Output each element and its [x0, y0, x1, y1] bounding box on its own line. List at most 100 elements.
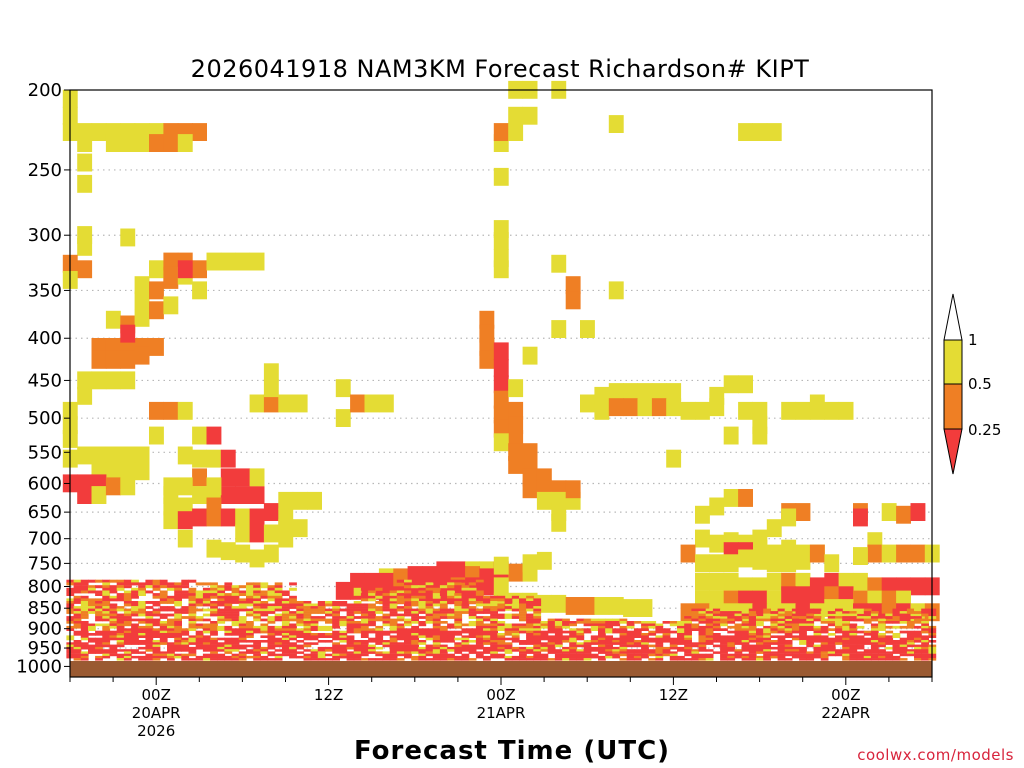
- stability-cell: [404, 590, 412, 594]
- stability-cell: [781, 539, 797, 558]
- stability-cell: [677, 642, 685, 645]
- stability-cell: [651, 398, 667, 417]
- stability-cell: [102, 640, 111, 643]
- stability-cell: [791, 621, 800, 624]
- stability-cell: [727, 608, 736, 612]
- stability-cell: [497, 637, 506, 641]
- stability-cell: [253, 628, 261, 631]
- stability-cell: [325, 613, 333, 617]
- stability-cell: [540, 655, 549, 659]
- stability-cell: [145, 649, 154, 652]
- stability-cell: [648, 651, 657, 654]
- stability-cell: [432, 621, 441, 624]
- stability-cell: [109, 618, 118, 622]
- stability-cell: [368, 618, 376, 622]
- stability-cell: [748, 625, 757, 629]
- stability-cell: [483, 651, 491, 654]
- stability-cell: [439, 625, 448, 629]
- stability-cell: [447, 608, 455, 612]
- stability-cell: [669, 630, 678, 634]
- stability-cell: [835, 618, 843, 622]
- stability-cell: [375, 587, 384, 591]
- stability-cell: [238, 623, 247, 627]
- stability-cell: [188, 637, 197, 641]
- stability-cell: [109, 608, 118, 612]
- stability-cell: [598, 623, 606, 627]
- stability-cell: [389, 598, 398, 602]
- stability-cell: [619, 649, 628, 652]
- stability-cell: [123, 601, 132, 604]
- stability-cell: [192, 468, 207, 487]
- stability-cell: [267, 651, 276, 654]
- stability-cell: [475, 593, 484, 596]
- stability-cell: [389, 635, 398, 638]
- stability-cell: [856, 616, 865, 619]
- stability-cell: [217, 644, 226, 648]
- stability-cell: [633, 642, 642, 645]
- stability-cell: [626, 640, 635, 643]
- stability-cell: [149, 301, 164, 320]
- stability-cell: [439, 601, 448, 604]
- stability-cell: [181, 590, 190, 594]
- stability-cell: [123, 608, 132, 612]
- stability-cell: [511, 608, 520, 612]
- stability-cell: [177, 511, 193, 530]
- stability-cell: [102, 635, 111, 638]
- stability-cell: [770, 616, 779, 619]
- stability-cell: [921, 644, 929, 648]
- stability-cell: [598, 621, 606, 624]
- stability-cell: [784, 630, 793, 634]
- stability-cell: [511, 635, 520, 638]
- stability-cell: [145, 601, 154, 604]
- stability-cell: [217, 621, 226, 624]
- stability-cell: [231, 653, 240, 657]
- stability-cell: [332, 601, 340, 604]
- stability-cell: [504, 637, 513, 641]
- stability-cell: [454, 642, 463, 645]
- stability-cell: [109, 651, 118, 654]
- stability-cell: [296, 618, 305, 622]
- stability-cell: [612, 640, 621, 643]
- stability-cell: [741, 621, 750, 624]
- stability-cell: [881, 503, 897, 521]
- stability-cell: [177, 401, 193, 420]
- stability-cell: [533, 621, 542, 624]
- stability-cell: [80, 644, 89, 648]
- stability-cell: [123, 621, 132, 624]
- stability-cell: [547, 628, 556, 631]
- stability-cell: [727, 642, 736, 645]
- stability-cell: [188, 606, 197, 609]
- stability-cell: [705, 613, 714, 617]
- stability-cell: [131, 613, 139, 617]
- stability-cell: [181, 630, 190, 634]
- stability-cell: [777, 630, 786, 634]
- stability-cell: [763, 649, 771, 652]
- stability-cell: [691, 628, 700, 631]
- stability-cell: [396, 618, 405, 622]
- stability-cell: [281, 603, 290, 607]
- stability-cell: [533, 637, 542, 641]
- stability-cell: [493, 405, 509, 424]
- stability-cell: [263, 379, 279, 398]
- stability-cell: [231, 628, 240, 631]
- credit-link[interactable]: coolwx.com/models: [857, 746, 1014, 764]
- stability-cell: [116, 606, 125, 609]
- stability-cell: [88, 579, 96, 583]
- stability-cell: [835, 635, 843, 638]
- stability-cell: [479, 350, 495, 369]
- stability-cell: [425, 616, 434, 619]
- stability-cell: [763, 637, 771, 641]
- stability-cell: [296, 640, 305, 643]
- stability-cell: [188, 611, 197, 614]
- stability-cell: [619, 653, 628, 657]
- stability-cell: [360, 642, 369, 645]
- stability-cell: [497, 598, 506, 602]
- stability-cell: [748, 655, 757, 659]
- stability-cell: [608, 383, 624, 401]
- stability-cell: [842, 630, 850, 634]
- stability-cell: [835, 608, 843, 612]
- stability-cell: [317, 625, 326, 629]
- stability-cell: [454, 658, 463, 661]
- stability-cell: [569, 658, 577, 661]
- stability-cell: [303, 649, 312, 652]
